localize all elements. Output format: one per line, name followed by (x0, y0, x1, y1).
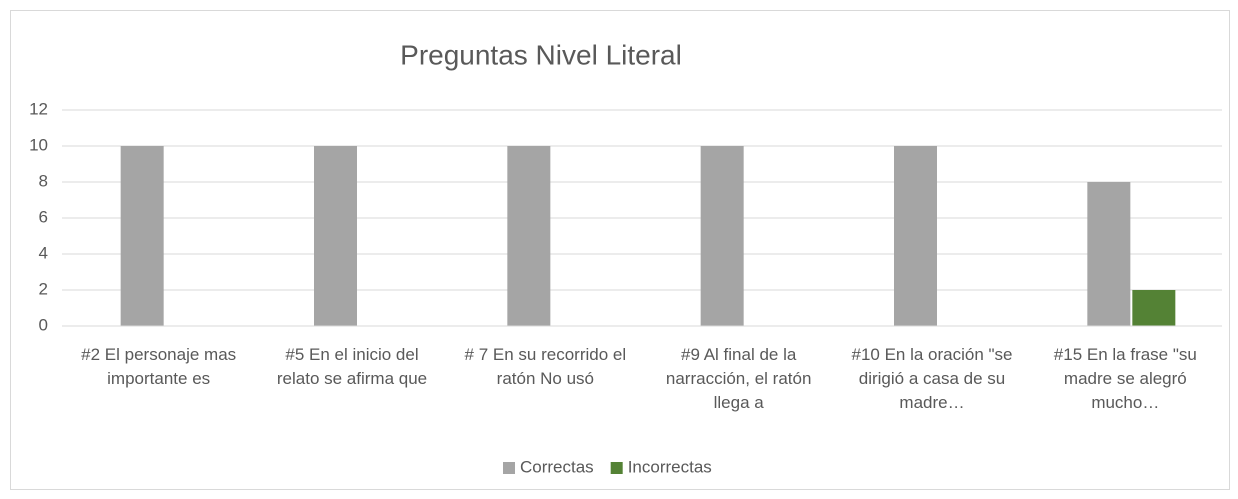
legend-label: Correctas (520, 457, 594, 476)
bar (120, 146, 164, 326)
legend-swatch (610, 462, 623, 474)
y-tick-label: 0 (39, 315, 48, 334)
chart-frame (10, 10, 1230, 490)
y-tick-label: 8 (39, 171, 48, 190)
bar (1132, 290, 1176, 326)
y-tick-label: 12 (29, 99, 48, 118)
y-tick-label: 10 (29, 135, 48, 154)
x-tick-label: #9 Al final de la narracción, el ratón lle… (666, 345, 812, 412)
x-tick-label: #5 En el inicio del relato se afirma que (277, 345, 427, 388)
bar (507, 146, 551, 326)
y-tick-label: 4 (39, 243, 48, 262)
bar (700, 146, 744, 326)
legend-label: Incorrectas (628, 457, 712, 476)
bar (314, 146, 357, 326)
x-tick-label: #10 En la oración "se dirigió a casa de s… (851, 345, 1012, 412)
x-tick-label: #15 En la frase "su madre se alegró mucho… (1054, 345, 1197, 412)
y-tick-label: 2 (39, 279, 48, 298)
chart-title: Preguntas Nivel Literal (400, 39, 682, 70)
legend-swatch (503, 462, 515, 474)
bar (1087, 182, 1131, 326)
bar (894, 146, 937, 326)
y-tick-label: 6 (39, 207, 48, 226)
x-tick-label: # 7 En su recorrido el ratón No usó (465, 345, 627, 388)
x-tick-label: #2 El personaje mas importante es (81, 345, 236, 388)
